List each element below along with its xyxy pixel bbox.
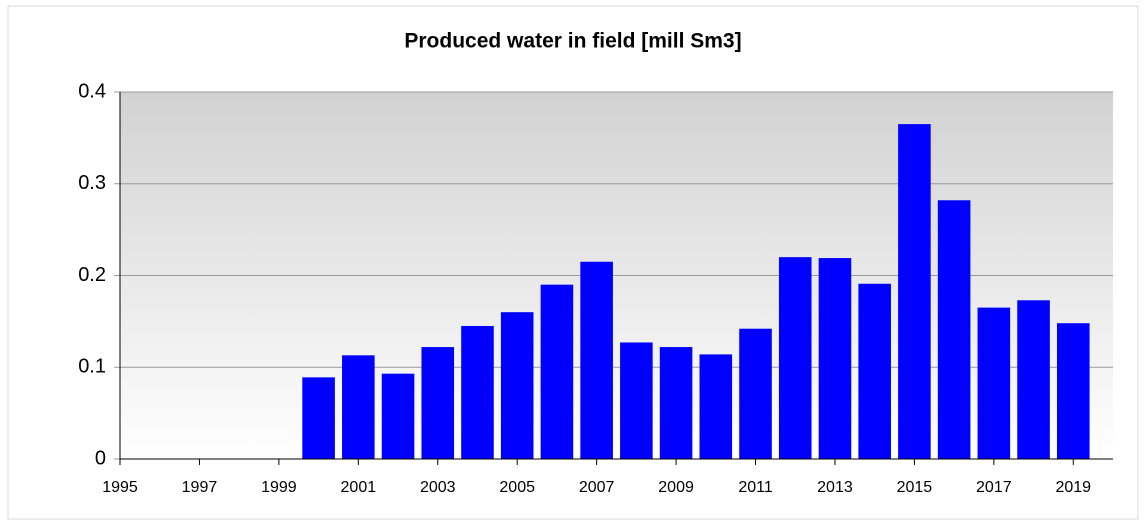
bar [381, 373, 415, 459]
y-tick-label: 0 [95, 447, 106, 469]
x-tick-label: 2017 [976, 479, 1012, 496]
x-tick-label: 2015 [897, 479, 933, 496]
bar [342, 355, 375, 459]
x-tick-label: 2019 [1055, 479, 1091, 496]
y-tick-label: 0.4 [78, 80, 106, 102]
bar [858, 283, 891, 459]
bar [937, 200, 971, 459]
bar [977, 307, 1011, 459]
bar [620, 342, 653, 459]
x-tick-label: 2003 [420, 479, 456, 496]
x-tick-label: 1995 [102, 479, 138, 496]
bar [659, 347, 693, 459]
y-tick-label: 0.1 [78, 356, 106, 378]
bar [500, 312, 534, 459]
x-tick-label: 2013 [817, 479, 853, 496]
bar [302, 377, 335, 459]
bar [421, 347, 455, 459]
bar [739, 328, 772, 459]
x-tick-label: 2011 [738, 479, 773, 496]
x-tick-label: 1999 [261, 479, 297, 496]
x-tick-label: 2001 [341, 479, 377, 496]
bar [699, 354, 733, 459]
y-tick-label: 0.2 [78, 264, 106, 286]
y-tick-label: 0.3 [78, 172, 106, 194]
bar [818, 258, 852, 459]
bar [580, 261, 613, 459]
bar [540, 284, 574, 459]
chart-title: Produced water in field [mill Sm3] [404, 30, 741, 53]
x-tick-label: 2007 [579, 479, 615, 496]
bar [898, 124, 931, 460]
bar [1056, 323, 1090, 459]
x-tick-label: 2005 [499, 479, 535, 496]
bar [778, 257, 812, 459]
bar [461, 325, 494, 459]
x-tick-label: 1997 [182, 479, 218, 496]
bar [1017, 300, 1050, 459]
x-tick-label: 2009 [658, 479, 694, 496]
